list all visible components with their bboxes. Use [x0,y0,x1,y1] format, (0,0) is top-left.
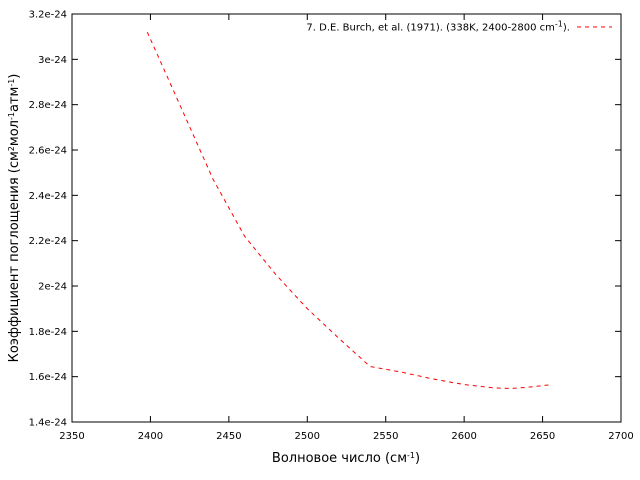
y-tick-label: 1.4e-24 [29,418,67,429]
y-tick-label: 1.6e-24 [29,372,67,383]
label-text: 7. D.E. Burch, et al. (1971). (338K, 240… [306,23,555,34]
x-axis-label: Волновое число (см-1) [272,451,420,467]
label-text: ) [7,74,22,79]
superscript: -1 [407,451,415,460]
superscript: -1 [7,112,16,120]
label-text: Волновое число (см [272,451,407,466]
y-tick-label: 2.8e-24 [29,100,67,111]
y-tick-label: 3e-24 [38,55,67,66]
y-tick-label: 2.2e-24 [29,236,67,247]
x-axis-ticks: 2350 2400 2450 2500 2550 2600 2650 2700 [59,14,634,442]
y-tick-label: 2.6e-24 [29,146,67,157]
legend-label: 7. D.E. Burch, et al. (1971). (338K, 240… [306,19,570,34]
x-tick-label: 2700 [608,431,633,442]
y-axis-label: Коэффициент поглощения (см2мол-1атм-1) [7,74,23,363]
y-tick-label: 1.8e-24 [29,327,67,338]
y-tick-label: 3.2e-24 [29,10,67,21]
x-tick-label: 2500 [295,431,320,442]
series-layer [146,31,553,389]
y-tick-label: 2e-24 [38,282,67,293]
label-text: ) [415,451,420,466]
plot-frame [71,13,622,423]
superscript: 2 [7,146,16,151]
x-tick-label: 2550 [373,431,398,442]
label-text: Коэффициент поглощения (см [7,151,22,362]
label-text: атм [7,87,22,112]
x-tick-label: 2650 [530,431,555,442]
y-tick-label: 2.4e-24 [29,191,67,202]
superscript: -1 [555,19,563,28]
y-axis-ticks: 1.4e-24 1.6e-24 1.8e-24 2e-24 2.2e-24 2.4e-24… [29,10,621,429]
superscript: -1 [7,79,16,87]
x-tick-label: 2350 [59,431,84,442]
label-text: ). [563,23,570,34]
x-tick-label: 2600 [451,431,476,442]
x-tick-label: 2400 [138,431,163,442]
series-line-0 [146,31,553,389]
label-text: мол [7,120,22,146]
legend: 7. D.E. Burch, et al. (1971). (338K, 240… [306,19,612,34]
x-tick-label: 2450 [216,431,241,442]
